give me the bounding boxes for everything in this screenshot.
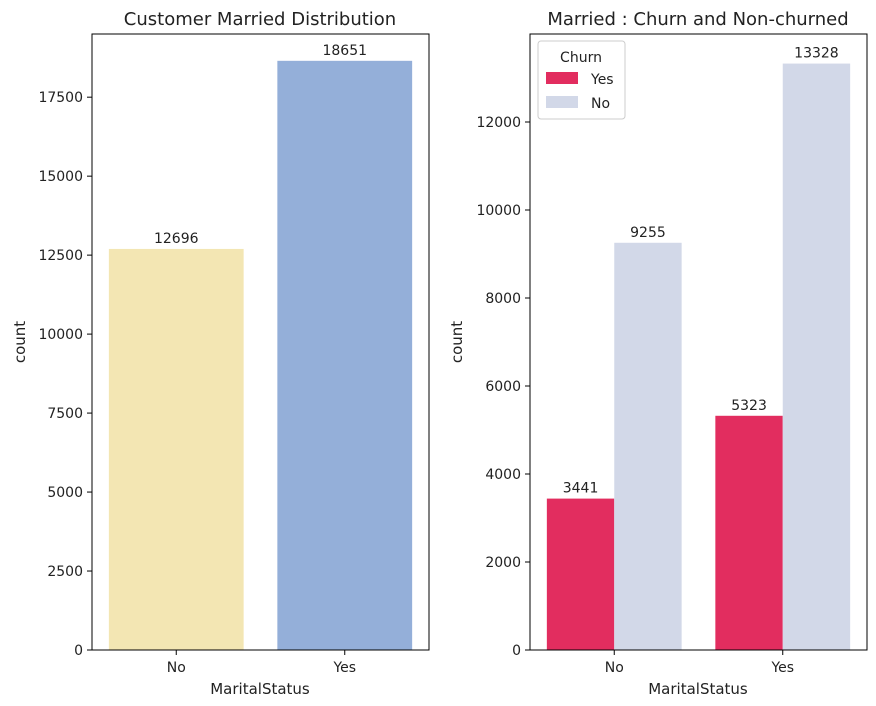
chart-title: Customer Married Distribution bbox=[124, 9, 396, 30]
bar-value-label: 5323 bbox=[731, 398, 767, 414]
y-axis-label: count bbox=[448, 321, 466, 363]
y-tick-label: 4000 bbox=[485, 467, 521, 483]
bar-yes-churn-yes bbox=[715, 415, 783, 650]
y-tick-label: 2000 bbox=[485, 555, 521, 571]
bar-value-label: 3441 bbox=[563, 481, 599, 497]
legend-label: No bbox=[591, 96, 610, 112]
y-tick-label: 12500 bbox=[38, 248, 83, 264]
legend-swatch bbox=[546, 96, 578, 108]
bar-yes bbox=[277, 60, 413, 650]
x-tick-label: Yes bbox=[770, 660, 794, 676]
legend: Churn Yes No bbox=[537, 40, 626, 120]
y-tick-label: 2500 bbox=[47, 564, 83, 580]
bar-no-churn-no bbox=[614, 242, 682, 650]
y-axis-label: count bbox=[11, 321, 29, 363]
y-tick-label: 15000 bbox=[38, 169, 83, 185]
x-ticks: No Yes bbox=[605, 650, 794, 676]
legend-items: Yes No bbox=[546, 72, 614, 112]
plot-frame bbox=[91, 33, 430, 651]
bar-no bbox=[108, 248, 244, 650]
x-ticks: No Yes bbox=[167, 650, 356, 676]
x-tick-label: Yes bbox=[332, 660, 356, 676]
y-tick-label: 5000 bbox=[47, 485, 83, 501]
y-tick-label: 10000 bbox=[476, 203, 521, 219]
chart-title: Married : Churn and Non-churned bbox=[547, 9, 848, 30]
chart-married-churn: Married : Churn and Non-churned 3441 9255… bbox=[448, 9, 868, 698]
y-tick-label: 0 bbox=[74, 643, 83, 659]
bars bbox=[108, 60, 413, 650]
y-tick-label: 8000 bbox=[485, 291, 521, 307]
x-axis-label: MaritalStatus bbox=[648, 680, 748, 698]
legend-label: Yes bbox=[590, 72, 614, 88]
plot-frame bbox=[529, 33, 868, 651]
legend-swatch bbox=[546, 72, 578, 84]
x-axis-label: MaritalStatus bbox=[210, 680, 310, 698]
y-tick-label: 17500 bbox=[38, 90, 83, 106]
bar-no-churn-yes bbox=[546, 498, 615, 650]
y-tick-label: 6000 bbox=[485, 379, 521, 395]
y-ticks: 0 2000 4000 6000 8000 10000 12000 bbox=[476, 115, 530, 659]
x-tick-label: No bbox=[605, 660, 624, 676]
bar-value-label: 18651 bbox=[322, 43, 367, 59]
y-tick-label: 10000 bbox=[38, 327, 83, 343]
bar-yes-churn-no bbox=[782, 63, 851, 651]
bar-value-label: 13328 bbox=[794, 46, 839, 62]
y-tick-label: 12000 bbox=[476, 115, 521, 131]
legend-title: Churn bbox=[560, 50, 602, 66]
bar-labels: 12696 18651 bbox=[154, 43, 367, 247]
chart-married-distribution: Customer Married Distribution 12696 18651… bbox=[11, 9, 430, 698]
bar-labels: 3441 9255 5323 13328 bbox=[563, 46, 839, 497]
x-tick-label: No bbox=[167, 660, 186, 676]
bars bbox=[546, 63, 851, 651]
bar-value-label: 9255 bbox=[630, 225, 666, 241]
y-tick-label: 0 bbox=[512, 643, 521, 659]
y-tick-label: 7500 bbox=[47, 406, 83, 422]
bar-value-label: 12696 bbox=[154, 231, 199, 247]
y-ticks: 0 2500 5000 7500 10000 12500 15000 17500 bbox=[38, 90, 92, 659]
